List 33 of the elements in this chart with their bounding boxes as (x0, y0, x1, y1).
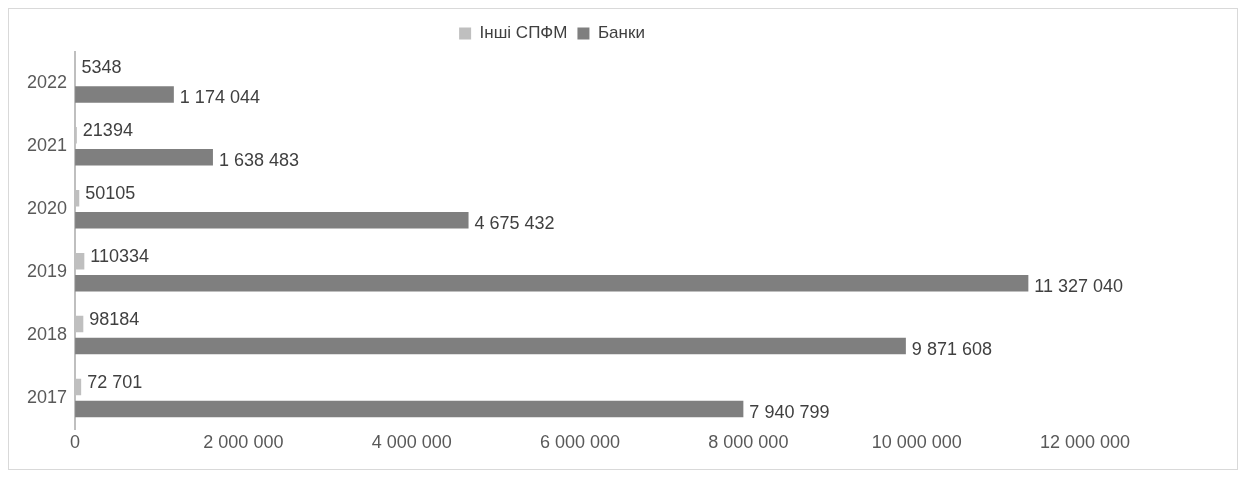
bar (75, 337, 906, 355)
x-tick-label: 6 000 000 (539, 432, 621, 453)
bar (75, 212, 469, 229)
bar (75, 400, 744, 418)
y-tick-label: 2018 (27, 324, 68, 345)
x-tick-label: 0 (70, 432, 81, 453)
y-tick-label: 2022 (27, 72, 68, 93)
bar (75, 86, 174, 103)
x-tick-label: 10 000 000 (871, 432, 962, 453)
x-tick-label: 8 000 000 (708, 432, 789, 453)
data-label: 50105 (85, 183, 136, 204)
data-label: 5348 (81, 57, 122, 78)
data-label: 11 327 040 (1034, 276, 1124, 297)
y-tick-label: 2021 (27, 135, 68, 156)
data-label: 1 174 044 (179, 87, 260, 108)
y-tick-label: 2017 (27, 386, 68, 407)
data-label: 72 701 (87, 371, 143, 392)
legend-label: Банки (597, 23, 645, 43)
data-label: 21394 (82, 120, 133, 141)
y-tick-label: 2020 (27, 198, 68, 219)
data-label: 9 871 608 (911, 339, 992, 360)
data-label: 7 940 799 (749, 401, 830, 422)
legend-label: Інші СПФМ (479, 23, 568, 43)
data-label: 1 638 483 (218, 150, 300, 171)
y-tick-label: 2019 (27, 261, 68, 282)
data-label: 110334 (90, 246, 150, 267)
x-tick-label: 2 000 000 (203, 432, 284, 453)
bar (75, 274, 1029, 292)
data-label: 98184 (89, 309, 140, 330)
bar (75, 149, 213, 166)
x-tick-label: 12 000 000 (1039, 432, 1131, 453)
data-label: 4 675 432 (474, 213, 555, 234)
x-tick-label: 4 000 000 (371, 432, 452, 453)
